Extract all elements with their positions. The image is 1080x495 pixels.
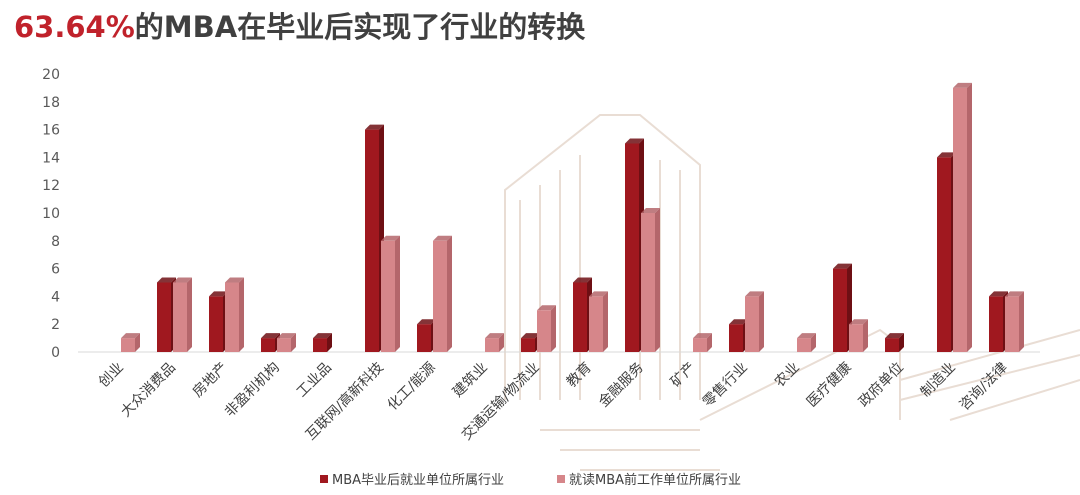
y-tick-label: 2 [51,317,60,333]
x-tick-label: 工业品 [294,360,335,401]
bar-before-mba [537,305,556,352]
bar-before-mba [589,291,608,352]
bar-before-mba [433,235,452,352]
legend-label: MBA毕业后就业单位所属行业 [332,473,504,488]
y-tick-label: 4 [51,289,60,305]
x-tick-label: 建筑业 [450,360,491,401]
title-highlight: 63.64% [14,10,135,44]
x-tick-label: 非盈利机构 [222,360,283,421]
x-tick-label: 教育 [564,360,595,391]
bar-after-mba [365,124,384,352]
x-tick-label: 医疗健康 [803,359,855,411]
bar-before-mba [641,208,660,352]
bar-before-mba [797,333,816,352]
bar-before-mba [173,277,192,352]
x-tick-label: 咨询/法律 [957,360,1011,414]
legend-item: MBA毕业后就业单位所属行业 [320,473,504,488]
bar-before-mba [1005,291,1024,352]
bar-before-mba [849,319,868,352]
y-tick-label: 14 [42,150,60,166]
y-tick-label: 6 [51,262,60,278]
bar-before-mba [277,333,296,352]
legend-label: 就读MBA前工作单位所属行业 [569,472,741,488]
bar-before-mba [225,277,244,352]
x-tick-label: 房地产 [190,360,231,401]
bar-before-mba [953,82,972,353]
legend: MBA毕业后就业单位所属行业 就读MBA前工作单位所属行业 [320,472,741,488]
legend-swatch [320,475,328,483]
chart-title: 63.64%的MBA在毕业后实现了行业的转换 [14,4,585,46]
bar-after-mba [885,333,904,352]
y-tick-label: 18 [42,95,60,111]
x-tick-label: 创业 [96,360,127,391]
bar-before-mba [745,291,764,352]
bars [121,82,1024,353]
y-tick-label: 12 [42,178,60,194]
x-tick-label: 制造业 [918,360,959,401]
x-tick-label: 化工/能源 [385,360,439,414]
bar-before-mba [693,333,712,352]
y-tick-label: 0 [51,345,60,361]
bar-before-mba [121,333,140,352]
x-tick-label: 大众消费品 [118,360,179,421]
y-tick-label: 10 [42,206,60,222]
bar-before-mba [485,333,504,352]
y-tick-label: 20 [42,67,60,83]
legend-item: 就读MBA前工作单位所属行业 [557,472,741,488]
y-tick-label: 8 [51,234,60,250]
x-tick-label: 农业 [772,360,803,391]
legend-swatch [557,475,565,483]
bar-after-mba [313,333,332,352]
building-sketch-background [504,114,1080,471]
title-text: 的MBA在毕业后实现了行业的转换 [134,10,586,44]
x-tick-label: 矿产 [668,360,699,391]
bar-before-mba [381,235,400,352]
y-tick-label: 16 [42,123,60,139]
x-tick-label: 零售行业 [700,360,751,411]
